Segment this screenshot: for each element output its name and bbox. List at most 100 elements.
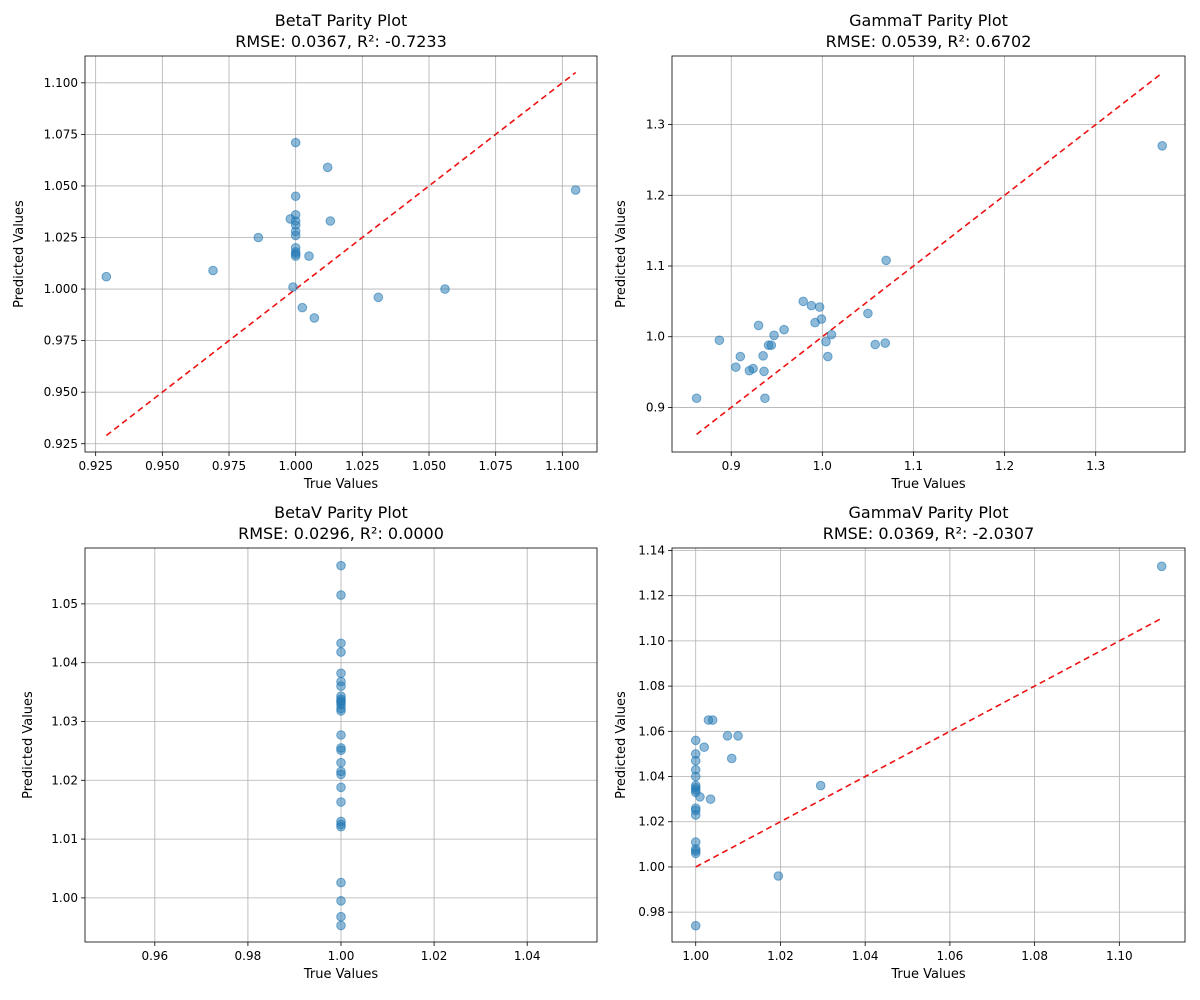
x-tick-label: 0.925	[78, 459, 112, 473]
x-tick-label: 0.9	[722, 459, 741, 473]
data-point	[570, 185, 581, 195]
x-tick-label: 0.96	[141, 949, 168, 963]
data-point	[690, 764, 701, 775]
data-point	[779, 324, 789, 335]
data-point	[336, 706, 346, 716]
y-tick-label: 1.02	[51, 773, 78, 787]
y-tick-label: 1.14	[638, 543, 665, 557]
x-tick-label: 0.975	[212, 459, 246, 473]
data-point	[336, 769, 346, 780]
data-point	[759, 366, 769, 377]
data-point	[690, 846, 701, 856]
data-point	[726, 753, 737, 764]
data-point	[816, 314, 827, 324]
data-point	[336, 920, 346, 931]
data-point	[733, 731, 743, 741]
y-tick-label: 1.04	[51, 656, 78, 670]
data-point	[336, 694, 346, 704]
y-tick-label: 1.04	[638, 770, 665, 784]
chart-title: GammaV Parity Plot	[849, 503, 1009, 522]
data-point	[826, 329, 837, 340]
data-point	[690, 920, 701, 931]
x-axis-label: True Values	[890, 477, 965, 492]
x-tick-label: 1.3	[1086, 459, 1105, 473]
data-point	[297, 302, 308, 313]
y-axis-label: Predicted Values	[614, 200, 629, 308]
parity-line	[695, 617, 1163, 868]
data-point	[336, 638, 346, 649]
y-tick-label: 1.10	[638, 634, 665, 648]
data-point	[309, 313, 320, 323]
data-point	[691, 393, 702, 404]
x-axis-label: True Values	[303, 967, 378, 982]
data-point	[336, 896, 346, 906]
data-point	[336, 877, 346, 888]
data-point	[870, 339, 880, 350]
data-point	[814, 302, 825, 312]
data-point	[766, 340, 777, 351]
x-tick-label: 1.0	[813, 459, 832, 473]
data-point	[699, 742, 709, 752]
data-point	[690, 735, 701, 746]
y-axis-label: Predicted Values	[21, 691, 36, 799]
plot-frame	[671, 547, 1186, 943]
y-tick-label: 1.0	[646, 330, 665, 344]
plot-frame	[84, 55, 598, 453]
y-axis-label: Predicted Values	[614, 691, 629, 799]
y-tick-label: 1.025	[44, 231, 78, 245]
data-point	[806, 300, 817, 311]
data-point	[373, 292, 384, 303]
data-point	[705, 794, 716, 804]
data-point	[304, 251, 314, 261]
data-point	[707, 715, 718, 725]
x-tick-label: 1.000	[278, 459, 312, 473]
data-point	[690, 749, 701, 759]
x-tick-label: 1.06	[937, 949, 964, 963]
y-tick-label: 1.06	[638, 724, 665, 738]
chart-panel-1: 0.925 0.950 0.975 1.000 1.025 1.050 1.075 1.100…	[12, 11, 598, 492]
data-point	[690, 837, 701, 847]
data-point	[336, 757, 346, 768]
data-point	[748, 363, 758, 374]
data-point	[290, 137, 301, 148]
x-tick-label: 1.02	[767, 949, 794, 963]
chart-title: GammaT Parity Plot	[849, 11, 1008, 30]
x-axis-label: True Values	[890, 967, 965, 982]
x-tick-label: 1.025	[345, 459, 379, 473]
data-point	[735, 351, 746, 362]
y-tick-label: 1.08	[638, 679, 665, 693]
y-tick-label: 0.98	[638, 905, 665, 919]
data-point	[290, 251, 301, 261]
data-point	[881, 255, 891, 266]
data-point	[730, 362, 741, 372]
data-point	[336, 560, 346, 571]
y-tick-label: 1.050	[44, 179, 78, 193]
data-point	[336, 681, 346, 691]
data-point	[336, 821, 346, 832]
grid	[672, 56, 1185, 452]
x-tick-label: 1.075	[478, 459, 512, 473]
data-point	[336, 782, 346, 793]
y-tick-label: 0.9	[646, 400, 665, 414]
data-point	[253, 232, 264, 243]
y-tick-label: 0.975	[44, 334, 78, 348]
x-tick-label: 1.00	[328, 949, 355, 963]
x-tick-label: 0.98	[235, 949, 262, 963]
data-point	[722, 731, 733, 741]
chart-subtitle: RMSE: 0.0369, R²: -2.0307	[823, 524, 1035, 543]
data-point	[823, 351, 833, 362]
chart-subtitle: RMSE: 0.0296, R²: 0.0000	[238, 524, 444, 543]
parity-line	[105, 71, 577, 437]
data-point	[290, 191, 301, 202]
data-point	[714, 335, 725, 346]
data-point	[336, 730, 346, 740]
chart-panel-2: 0.9 1.0 1.1 1.2 1.3 0.9 1.0 1.1 1.2 1.3 GammaT Par…	[614, 11, 1186, 492]
data-point	[325, 216, 336, 226]
y-tick-label: 1.03	[51, 714, 78, 728]
parity-line	[696, 72, 1163, 435]
chart-subtitle: RMSE: 0.0539, R²: 0.6702	[826, 32, 1032, 51]
data-point	[101, 271, 112, 282]
chart-panel-4: 1.00 1.02 1.04 1.06 1.08 1.10 0.98 1.00 1.02 1.04…	[614, 503, 1186, 982]
data-point	[322, 162, 333, 173]
